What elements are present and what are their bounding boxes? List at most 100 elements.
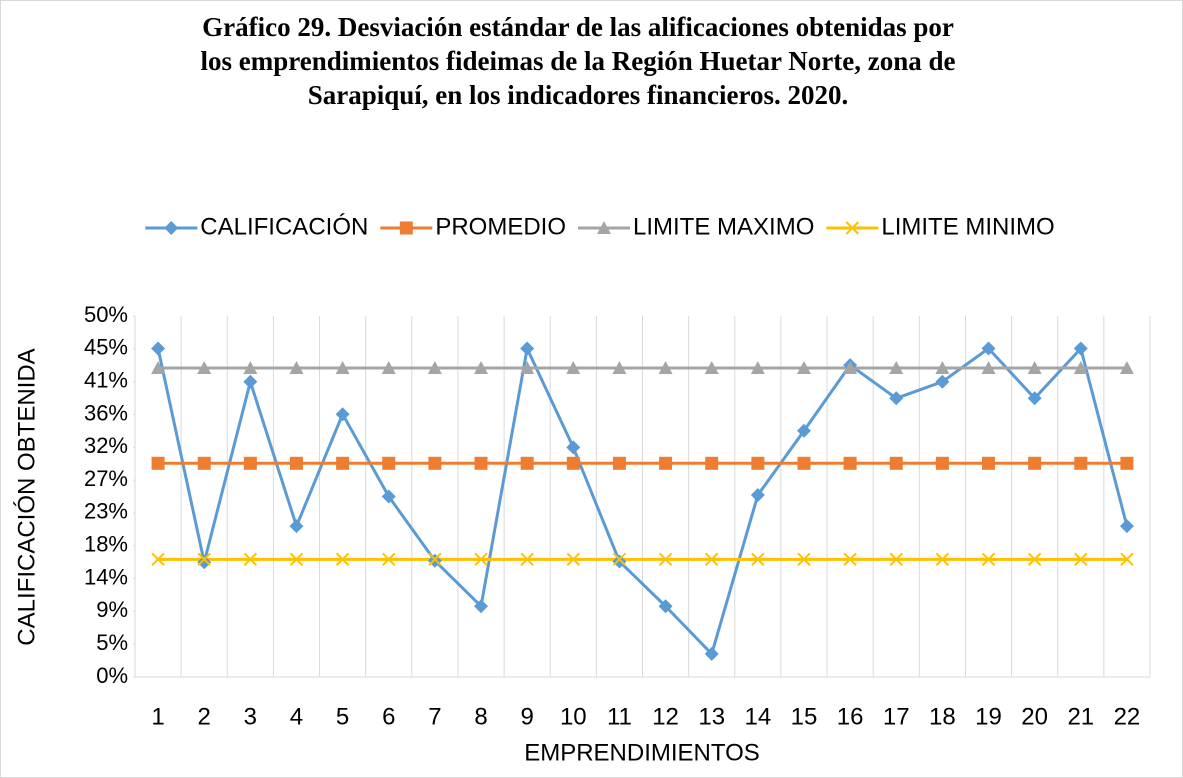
marker (336, 456, 350, 470)
marker (843, 360, 858, 374)
marker (797, 456, 811, 470)
marker (566, 360, 581, 374)
x-axis-label: EMPRENDIMIENTOS (524, 739, 760, 766)
marker (197, 360, 212, 374)
marker (474, 456, 488, 470)
marker (796, 423, 811, 438)
x-tick-label: 14 (744, 703, 771, 730)
marker (889, 552, 903, 567)
x-tick-label: 18 (929, 703, 956, 730)
y-tick-label: 9% (96, 597, 128, 622)
marker (704, 552, 719, 567)
chart-title: Gráfico 29. Desviación estándar de las a… (200, 12, 956, 110)
marker (797, 552, 811, 567)
marker (428, 552, 442, 567)
legend-label: LIMITE MINIMO (881, 213, 1054, 240)
legend-marker (164, 221, 179, 235)
marker (335, 407, 350, 422)
marker (1074, 552, 1088, 567)
marker (658, 360, 673, 374)
legend-marker (597, 221, 612, 234)
marker (935, 456, 949, 470)
marker (935, 360, 950, 374)
x-tick-label: 21 (1067, 703, 1094, 730)
marker (151, 341, 166, 356)
marker (612, 456, 626, 470)
marker (889, 456, 903, 470)
marker (151, 552, 165, 567)
marker (1073, 341, 1088, 356)
y-tick-label: 18% (84, 532, 128, 557)
marker (658, 552, 673, 567)
marker (1120, 456, 1134, 470)
series-line (156, 346, 1129, 656)
marker (658, 599, 673, 614)
y-tick-label: 36% (84, 400, 128, 425)
marker (612, 554, 627, 569)
x-tick-label: 1 (151, 703, 164, 730)
marker (566, 552, 581, 567)
y-tick-label: 14% (84, 564, 128, 589)
x-tick-label: 16 (837, 703, 864, 730)
y-tick-label: 27% (84, 466, 128, 491)
marker (381, 360, 396, 374)
legend-item: LIMITE MINIMO (826, 213, 1055, 240)
marker (289, 552, 304, 567)
marker (243, 360, 258, 374)
marker (381, 489, 396, 504)
x-tick-label: 19 (975, 703, 1002, 730)
marker (704, 646, 719, 661)
marker (243, 552, 258, 567)
y-tick-label: 45% (84, 335, 128, 360)
marker (1120, 552, 1134, 567)
marker (566, 456, 580, 470)
x-tick-label: 15 (791, 703, 818, 730)
marker (843, 456, 857, 470)
marker (750, 360, 765, 374)
legend-item: CALIFICACIÓN (145, 213, 368, 240)
marker (428, 456, 442, 470)
x-tick-label: 17 (883, 703, 910, 730)
marker (566, 440, 581, 455)
marker (750, 488, 765, 503)
x-tick-label: 9 (520, 703, 533, 730)
marker (981, 552, 996, 567)
marker (889, 391, 904, 406)
x-tick-label: 6 (382, 703, 395, 730)
y-tick-label: 41% (84, 367, 128, 392)
marker (197, 552, 211, 567)
y-axis-label: CALIFICACIÓN OBTENIDA (13, 348, 40, 645)
marker (935, 374, 950, 389)
marker (474, 360, 489, 374)
marker (197, 555, 212, 570)
legend-label: PROMEDIO (435, 213, 566, 240)
marker (659, 456, 673, 470)
marker (981, 341, 996, 356)
x-tick-label: 5 (336, 703, 349, 730)
x-tick-label: 4 (290, 703, 303, 730)
marker (889, 360, 904, 374)
marker (289, 519, 304, 534)
marker (1073, 360, 1088, 374)
x-tick-label: 2 (198, 703, 211, 730)
marker (474, 552, 488, 567)
legend-label: CALIFICACIÓN (200, 213, 368, 240)
x-tick-label: 22 (1114, 703, 1141, 730)
marker (796, 360, 811, 374)
legend-marker (845, 221, 860, 235)
x-tick-label: 7 (428, 703, 441, 730)
marker (243, 456, 257, 470)
marker (520, 341, 535, 356)
marker (612, 360, 627, 374)
marker (935, 552, 950, 567)
marker (843, 552, 857, 567)
legend-label: LIMITE MAXIMO (633, 213, 814, 240)
marker (243, 374, 258, 389)
marker (520, 456, 534, 470)
marker (1027, 360, 1042, 374)
marker (704, 360, 719, 374)
marker (982, 456, 996, 470)
marker (612, 552, 627, 567)
